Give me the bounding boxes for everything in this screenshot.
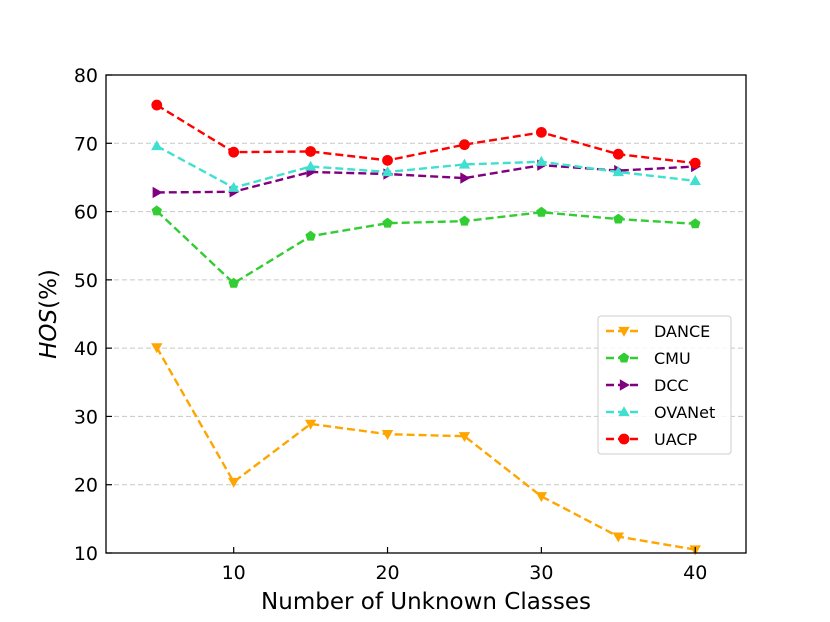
data-point-dance [304, 419, 317, 430]
series-line-ovanet [156, 144, 696, 189]
data-point-cmu [151, 205, 162, 216]
legend-marker [618, 326, 630, 337]
legend-item-dance: DANCE [606, 322, 710, 341]
data-point-uacp [151, 99, 163, 111]
data-point-dance [151, 343, 163, 354]
legend-label: OVANet [654, 403, 715, 422]
data-point-cmu [228, 277, 239, 288]
legend-label: UACP [654, 430, 698, 449]
data-point-uacp [535, 126, 547, 138]
series-line-cmu [155, 210, 696, 285]
y-axis-title-suffix: (%) [36, 269, 62, 309]
data-point-ovanet [381, 166, 394, 177]
data-point-dcc [460, 172, 471, 184]
legend-marker [618, 406, 630, 417]
data-point-dance [228, 477, 240, 488]
legend-marker [618, 433, 630, 445]
series-line-uacp [156, 104, 696, 165]
legend-label: DANCE [654, 322, 710, 341]
data-point-uacp [228, 146, 240, 158]
data-point-dance [612, 532, 624, 543]
series-cmu [151, 205, 701, 288]
legend-item-cmu: CMU [606, 349, 691, 368]
legend-marker [619, 379, 630, 391]
data-point-dance [458, 432, 471, 443]
series-dcc [152, 159, 702, 199]
axis-ticks: 10 20 30 40 50 60 70 80 10 20 30 40 [74, 65, 708, 584]
data-point-ovanet [151, 140, 163, 151]
data-point-dcc [152, 186, 163, 199]
data-point-ovanet [228, 181, 240, 192]
series-line-dance [155, 346, 696, 551]
legend-marker [618, 352, 630, 363]
data-point-uacp [305, 146, 317, 157]
data-point-cmu [459, 215, 470, 226]
data-point-ovanet [535, 155, 548, 166]
legend-item-dcc: DCC [606, 376, 689, 395]
x-tick-label: 30 [529, 562, 553, 584]
data-point-dance [535, 492, 548, 503]
series-ovanet [151, 140, 701, 192]
legend-box [597, 315, 732, 455]
plot-frame [105, 74, 747, 554]
data-point-uacp [612, 148, 624, 160]
y-tick-label: 50 [74, 270, 98, 292]
data-point-cmu [613, 213, 624, 224]
legend: DANCE CMU DCC OVANet UACP [597, 315, 732, 455]
y-axis-title-main: HOS [36, 309, 62, 359]
legend-label: DCC [654, 376, 689, 395]
data-point-dance [381, 430, 394, 440]
data-point-cmu [690, 218, 701, 229]
x-tick-label: 10 [222, 562, 246, 584]
data-point-ovanet [458, 158, 471, 169]
x-tick-label: 40 [683, 562, 707, 584]
y-tick-label: 60 [74, 202, 98, 224]
data-point-cmu [536, 206, 547, 217]
data-point-cmu [305, 230, 316, 241]
series-line-dcc [156, 163, 696, 194]
y-tick-label: 10 [74, 543, 98, 565]
data-point-ovanet [689, 175, 701, 185]
y-tick-label: 80 [74, 65, 98, 87]
data-point-ovanet [612, 166, 624, 177]
series-layer [151, 99, 702, 556]
y-tick-label: 70 [74, 133, 98, 155]
data-point-ovanet [304, 160, 317, 171]
series-uacp [151, 99, 701, 169]
y-tick-label: 20 [74, 475, 98, 497]
data-point-uacp [459, 139, 470, 151]
y-tick-label: 30 [74, 406, 98, 428]
y-tick-label: 40 [74, 338, 98, 360]
data-point-cmu [382, 217, 393, 228]
series-dance [151, 343, 701, 556]
data-point-uacp [382, 154, 393, 166]
legend-label: CMU [654, 349, 691, 368]
data-point-uacp [689, 157, 701, 169]
legend-item-uacp: UACP [606, 430, 698, 449]
legend-item-ovanet: OVANet [606, 403, 715, 422]
grid-lines [106, 142, 746, 486]
y-axis-title: HOS(%) [36, 269, 62, 359]
x-axis-title: Number of Unknown Classes [261, 589, 591, 615]
x-tick-label: 20 [375, 562, 399, 584]
